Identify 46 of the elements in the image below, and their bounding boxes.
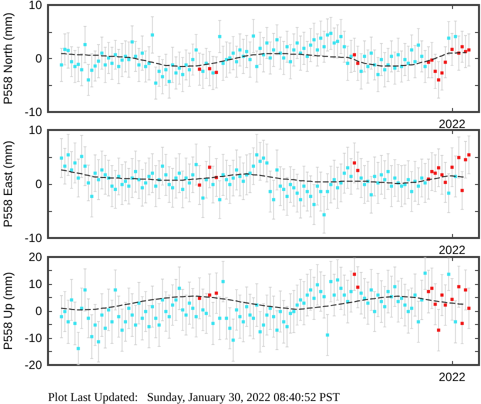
point — [198, 68, 202, 71]
point — [460, 45, 464, 48]
point — [214, 292, 218, 295]
point — [457, 156, 460, 160]
point — [356, 168, 360, 172]
x-tick-label: 2022 — [438, 370, 466, 384]
point — [430, 286, 434, 290]
y-axis-title: P558 North (mm) — [0, 12, 15, 105]
y-tick-label: 10 — [28, 0, 42, 12]
point — [356, 286, 360, 289]
y-tick-label: 0 — [35, 304, 42, 318]
point — [450, 166, 454, 169]
point — [436, 166, 440, 170]
point — [434, 70, 437, 73]
text: Plot Last Updated: Sunday, January 30, 2022 08:40:52 PST — [48, 390, 340, 404]
point — [467, 153, 470, 156]
point — [436, 328, 440, 332]
point — [352, 53, 356, 56]
y-tick-label: -10 — [24, 231, 42, 245]
point — [356, 62, 360, 65]
point — [444, 180, 447, 184]
x-tick-label: 2022 — [438, 243, 466, 257]
point — [434, 302, 437, 306]
point — [444, 303, 447, 307]
y-tick-label: 0 — [35, 177, 42, 191]
point — [434, 172, 437, 175]
y-tick-label: 20 — [28, 250, 42, 264]
x-tick-label: 2022 — [438, 117, 466, 131]
y-tick-label: 0 — [35, 52, 42, 66]
y-tick-label: 10 — [28, 123, 42, 137]
point — [352, 272, 356, 276]
point — [444, 60, 447, 64]
point — [208, 67, 212, 70]
point — [457, 285, 460, 288]
point — [464, 158, 468, 162]
point — [208, 166, 212, 169]
point — [467, 306, 470, 310]
y-axis-title: P558 East (mm) — [0, 140, 15, 228]
y-tick-label: 10 — [28, 277, 42, 291]
point — [440, 173, 444, 176]
y-tick-label: -10 — [24, 105, 42, 119]
y-tick-label: -20 — [24, 358, 42, 372]
point — [460, 188, 464, 192]
y-axis-title: P558 Up (mm) — [0, 272, 15, 350]
point — [460, 322, 464, 326]
y-tick-label: -10 — [24, 331, 42, 345]
